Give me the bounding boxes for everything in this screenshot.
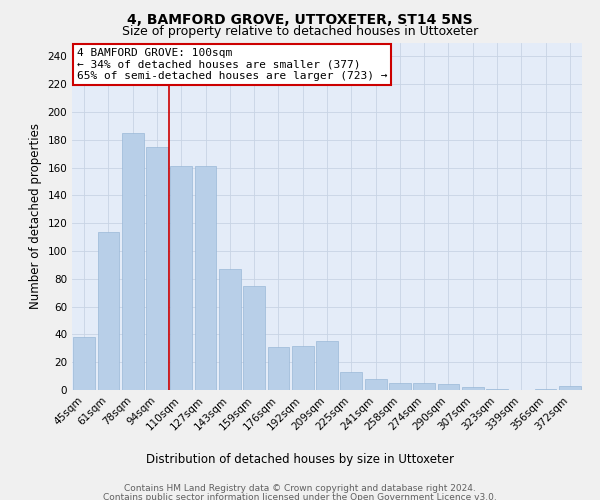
Bar [365,379,386,390]
Bar [389,383,411,390]
Bar [340,372,362,390]
Text: 4 BAMFORD GROVE: 100sqm
← 34% of detached houses are smaller (377)
65% of semi-d: 4 BAMFORD GROVE: 100sqm ← 34% of detache… [77,48,388,81]
Y-axis label: Number of detached properties: Number of detached properties [29,123,42,309]
Bar [268,347,289,390]
Text: Contains public sector information licensed under the Open Government Licence v3: Contains public sector information licen… [103,492,497,500]
Bar [462,387,484,390]
Bar [316,342,338,390]
Bar [170,166,192,390]
Bar [73,337,95,390]
Text: Contains HM Land Registry data © Crown copyright and database right 2024.: Contains HM Land Registry data © Crown c… [124,484,476,493]
Bar [146,147,168,390]
Text: Distribution of detached houses by size in Uttoxeter: Distribution of detached houses by size … [146,452,454,466]
Bar [219,269,241,390]
Bar [486,388,508,390]
Bar [413,383,435,390]
Bar [535,388,556,390]
Bar [194,166,217,390]
Bar [437,384,460,390]
Bar [243,286,265,390]
Text: 4, BAMFORD GROVE, UTTOXETER, ST14 5NS: 4, BAMFORD GROVE, UTTOXETER, ST14 5NS [127,12,473,26]
Bar [122,133,143,390]
Bar [97,232,119,390]
Bar [559,386,581,390]
Text: Size of property relative to detached houses in Uttoxeter: Size of property relative to detached ho… [122,25,478,38]
Bar [292,346,314,390]
